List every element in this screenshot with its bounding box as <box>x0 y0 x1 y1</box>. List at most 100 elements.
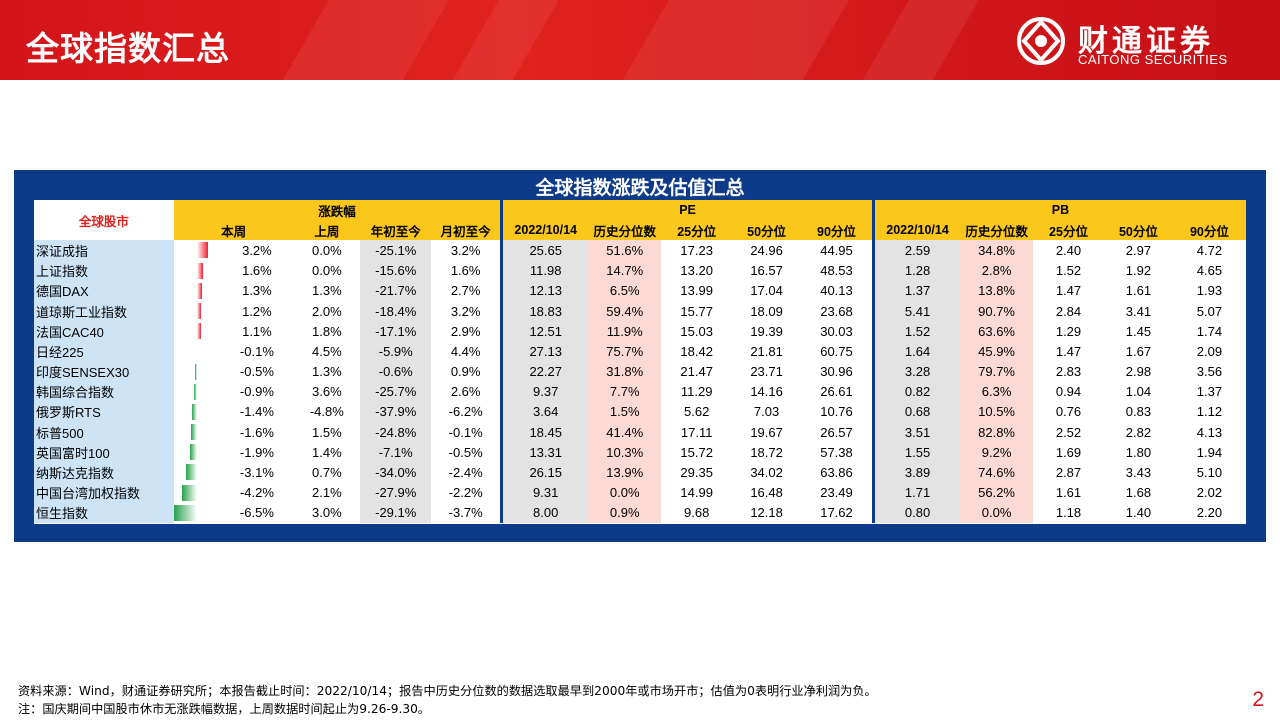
mtd-value: -6.2% <box>448 404 483 420</box>
pb-value: 2.59 <box>874 240 961 261</box>
pb-p50: 0.83 <box>1125 404 1152 420</box>
last-week-value: 3.0% <box>312 505 342 521</box>
pb-p90: 4.13 <box>1196 424 1223 440</box>
pb-p50: 1.68 <box>1125 485 1152 501</box>
pe-p25: 18.42 <box>680 343 713 359</box>
pb-hist-pct: 74.6% <box>960 462 1034 483</box>
index-summary-panel: 全球指数涨跌及估值汇总 全球股市 涨跌幅 PE PB <box>14 170 1266 542</box>
pb-p90: 4.65 <box>1196 263 1223 279</box>
ytd-value: -29.1% <box>360 502 432 523</box>
table-row: 上证指数 1.6% 0.0% -15.6% 1.6% 11.98 14.7% 13.20 16.… <box>34 260 1246 281</box>
pe-value: 13.31 <box>503 442 589 463</box>
pe-p25: 11.29 <box>680 384 713 400</box>
pb-p50: 3.43 <box>1125 465 1152 481</box>
pb-hist-pct: 82.8% <box>960 422 1034 443</box>
page-number: 2 <box>1252 688 1264 711</box>
pb-value: 0.82 <box>874 381 961 402</box>
pe-p90: 10.76 <box>820 404 853 420</box>
pb-p90: 1.74 <box>1196 323 1223 339</box>
header-this-week: 本周 <box>173 220 294 241</box>
brand-name-en: CAITONG SECURITIES <box>1078 52 1228 67</box>
pe-p50: 18.72 <box>750 444 783 460</box>
header-pe-p90: 90分位 <box>801 220 872 241</box>
week-change-bar <box>190 424 197 441</box>
pb-hist-pct: 9.2% <box>960 442 1034 463</box>
this-week-value: -1.6% <box>239 424 274 440</box>
week-change-bar-cell <box>174 462 221 482</box>
pe-hist-pct: 10.3% <box>588 442 662 463</box>
table-body: 深证成指 3.2% 0.0% -25.1% 3.2% 25.65 51.6% 17.23 24.… <box>34 240 1246 523</box>
pe-p50: 17.04 <box>750 283 783 299</box>
index-name: 德国DAX <box>34 280 174 301</box>
pe-p25: 15.77 <box>680 303 713 319</box>
pe-p25: 21.47 <box>680 364 713 380</box>
header-pb-p90: 90分位 <box>1172 220 1246 241</box>
pe-p25: 17.11 <box>680 424 713 440</box>
pb-value: 3.28 <box>874 361 961 382</box>
pb-p25: 2.52 <box>1055 424 1082 440</box>
source-note: 资料来源：Wind，财通证券研究所；本报告截止时间：2022/10/14；报告中… <box>18 684 877 698</box>
week-change-bar-cell <box>174 483 221 503</box>
week-change-bar <box>189 444 197 461</box>
pb-value: 1.55 <box>874 442 961 463</box>
mtd-value: 2.6% <box>450 384 481 400</box>
pe-p90: 30.96 <box>820 364 853 380</box>
pe-p25: 9.68 <box>684 505 710 521</box>
mtd-value: 2.7% <box>450 283 481 299</box>
pe-p50: 18.09 <box>750 303 783 319</box>
pb-value: 0.68 <box>874 401 961 423</box>
pe-p50: 16.57 <box>750 263 783 279</box>
pe-p50: 14.16 <box>750 384 783 400</box>
pb-value: 1.28 <box>874 260 961 281</box>
pe-hist-pct: 0.0% <box>588 482 662 503</box>
pe-value: 18.45 <box>503 422 589 443</box>
this-week-value: -0.5% <box>239 364 274 380</box>
pe-p90: 57.38 <box>820 444 853 460</box>
week-change-bar <box>173 504 197 521</box>
mtd-value: -3.7% <box>448 505 483 521</box>
last-week-value: 3.6% <box>312 384 342 400</box>
index-name: 深证成指 <box>34 240 174 261</box>
pe-p90: 17.62 <box>820 505 853 521</box>
pb-value: 1.52 <box>874 321 961 342</box>
table-title: 全球指数涨跌及估值汇总 <box>535 177 745 199</box>
pe-p50: 19.39 <box>750 323 783 339</box>
week-change-bar <box>191 403 197 420</box>
mtd-value: -2.4% <box>448 465 483 481</box>
pe-p50: 24.96 <box>750 242 783 258</box>
pe-p90: 40.13 <box>820 283 853 299</box>
mtd-value: 3.2% <box>450 303 481 319</box>
pb-p50: 1.40 <box>1125 505 1152 521</box>
ytd-value: -7.1% <box>360 442 432 463</box>
index-name: 俄罗斯RTS <box>34 401 174 423</box>
pe-hist-pct: 11.9% <box>588 321 662 342</box>
pe-p90: 44.95 <box>820 242 853 258</box>
pe-value: 12.13 <box>503 280 589 301</box>
ytd-value: -34.0% <box>360 462 432 483</box>
pb-p50: 3.41 <box>1125 303 1152 319</box>
week-change-bar <box>181 484 197 501</box>
last-week-value: 2.0% <box>312 303 342 319</box>
brand-logo: 财通证券 CAITONG SECURITIES <box>1016 12 1256 72</box>
mtd-value: -0.5% <box>448 444 483 460</box>
pb-p50: 1.04 <box>1125 384 1152 400</box>
pb-p90: 3.56 <box>1196 364 1223 380</box>
pb-p25: 1.47 <box>1055 283 1082 299</box>
page-title: 全球指数汇总 <box>26 29 230 68</box>
pb-value: 1.71 <box>874 482 961 503</box>
week-change-bar <box>196 262 203 279</box>
this-week-value: 1.1% <box>242 323 272 339</box>
pb-p90: 4.72 <box>1196 242 1223 258</box>
week-change-bar-cell <box>174 261 221 281</box>
last-week-value: 0.7% <box>312 465 342 481</box>
pb-hist-pct: 0.0% <box>960 502 1034 523</box>
week-change-bar <box>193 383 197 400</box>
pe-value: 26.15 <box>503 462 589 483</box>
pe-value: 18.83 <box>503 300 589 322</box>
ytd-value: -17.1% <box>360 321 432 342</box>
pe-p50: 16.48 <box>750 485 783 501</box>
pb-p90: 5.10 <box>1196 465 1223 481</box>
last-week-value: 2.1% <box>312 485 342 501</box>
pe-value: 8.00 <box>503 502 589 523</box>
mtd-value: 3.2% <box>450 242 481 258</box>
